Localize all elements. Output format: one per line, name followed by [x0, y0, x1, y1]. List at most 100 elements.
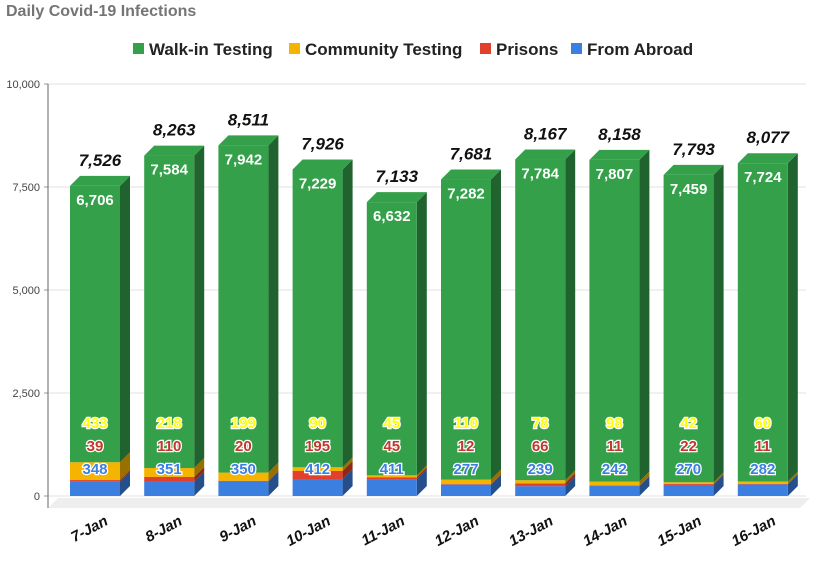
bar-side: [120, 175, 130, 463]
bar-top: [589, 149, 650, 160]
x-category-label: 8-Jan: [142, 513, 185, 546]
bar-side: [639, 149, 650, 482]
bar-segment: [70, 481, 120, 496]
bar-segment: [366, 479, 417, 496]
segment-value-label: 6,632: [373, 208, 411, 225]
bar-segment: [441, 179, 491, 480]
bar-side: [787, 473, 798, 485]
bar-total-label: 8,158: [598, 125, 641, 144]
bar-segment: [441, 484, 491, 496]
bar-total-label: 7,926: [301, 134, 344, 153]
bar-side: [268, 471, 279, 496]
bar-total-label: 8,511: [228, 110, 269, 129]
bar-side: [491, 469, 501, 485]
bar-total-label: 8,263: [153, 121, 196, 140]
bar-top: [292, 159, 353, 170]
bar-segment: [144, 468, 195, 478]
bar-segment: [218, 480, 269, 482]
segment-value-label: 195: [305, 438, 330, 455]
segment-value-label: 12: [458, 438, 475, 455]
bar-segment: [737, 481, 788, 484]
bar-segment: [144, 155, 195, 469]
bar-segment: [663, 484, 714, 496]
bar-total-label: 7,681: [450, 145, 493, 164]
segment-value-label: 45: [383, 438, 400, 455]
bar-segment: [292, 470, 343, 480]
legend-label: Walk-in Testing: [149, 40, 273, 59]
bar-segment: [70, 480, 120, 482]
chart-title: Daily Covid-19 Infections: [6, 3, 197, 20]
bar-total-label: 7,793: [672, 140, 715, 159]
bar-segment: [663, 174, 714, 483]
x-category-label: 9-Jan: [217, 513, 260, 546]
y-tick-label: 10,000: [6, 79, 40, 91]
bar-top: [144, 145, 205, 156]
x-category-label: 13-Jan: [506, 513, 556, 550]
bar-side: [787, 153, 798, 482]
bar-segment: [589, 481, 640, 486]
segment-value-label: 7,942: [225, 151, 263, 168]
bar-side: [713, 472, 724, 484]
bar-total-label: 8,167: [524, 125, 568, 144]
segment-value-label: 20: [235, 438, 252, 455]
x-category-label: 12-Jan: [432, 513, 482, 550]
segment-value-label: 350: [231, 461, 256, 478]
bar-side: [639, 475, 650, 487]
bar-segment: [144, 481, 195, 496]
segment-value-label: 11: [755, 438, 771, 455]
bar-segment: [663, 482, 714, 484]
bar-segment: [218, 481, 269, 496]
bar-top: [515, 149, 576, 160]
bar-side: [416, 467, 427, 480]
bar-side: [416, 465, 427, 478]
segment-value-label: 98: [606, 415, 623, 432]
segment-value-label: 78: [532, 415, 549, 432]
bar-side: [342, 460, 353, 480]
bar-side: [194, 471, 205, 496]
bar-total-label: 8,077: [747, 128, 791, 147]
segment-value-label: 90: [309, 415, 326, 432]
bar-top: [441, 169, 501, 180]
segment-value-label: 110: [157, 438, 181, 455]
segment-value-label: 239: [528, 461, 553, 478]
bar-side: [194, 467, 205, 482]
segment-value-label: 351: [157, 461, 182, 478]
segment-value-label: 282: [750, 461, 775, 478]
segment-value-label: 7,807: [596, 166, 634, 183]
bar-side: [268, 470, 279, 482]
bar-side: [342, 159, 353, 468]
bar-segment: [589, 486, 640, 496]
segment-value-label: 7,784: [521, 166, 559, 183]
bar-side: [787, 471, 798, 484]
segment-value-label: 277: [453, 461, 478, 478]
bar-segment: [366, 477, 417, 480]
legend-swatch: [480, 43, 491, 54]
y-tick-label: 2,500: [12, 388, 40, 400]
segment-value-label: 411: [380, 461, 404, 478]
bar-side: [787, 474, 798, 496]
bar-side: [565, 149, 576, 481]
bar-segment: [70, 462, 120, 481]
segment-value-label: 7,459: [670, 181, 708, 198]
segment-value-label: 60: [754, 415, 771, 432]
legend-swatch: [289, 43, 300, 54]
legend-label: Prisons: [496, 40, 558, 59]
legend-swatch: [571, 43, 582, 54]
bar-segment: [144, 477, 195, 482]
bar-segment: [366, 202, 417, 476]
bar-side: [342, 469, 353, 496]
segment-value-label: 45: [383, 415, 400, 432]
segment-value-label: 412: [305, 461, 330, 478]
bar-top: [737, 153, 798, 164]
x-category-label: 7-Jan: [68, 513, 111, 546]
bar-side: [120, 452, 130, 481]
segment-value-label: 199: [231, 415, 256, 432]
segment-value-label: 66: [532, 438, 549, 455]
bar-side: [491, 169, 501, 480]
bar-side: [713, 164, 724, 483]
bar-segment: [441, 479, 491, 485]
segment-value-label: 7,229: [299, 175, 337, 192]
segment-value-label: 6,706: [76, 192, 114, 209]
bar-segment: [292, 467, 343, 471]
